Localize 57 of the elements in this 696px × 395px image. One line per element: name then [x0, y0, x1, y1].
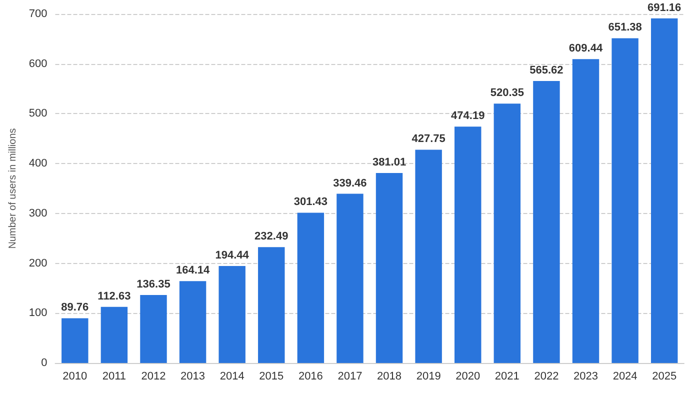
data-label: 381.01: [372, 156, 406, 169]
x-tick-label: 2012: [141, 370, 166, 382]
y-tick-label: 0: [41, 357, 48, 369]
bar: [650, 18, 678, 363]
data-label: 301.43: [294, 196, 328, 208]
bar: [140, 295, 167, 363]
data-label: 520.35: [490, 87, 524, 100]
data-label: 565.62: [530, 64, 564, 76]
bar: [336, 194, 364, 363]
y-tick-label: 200: [28, 257, 48, 270]
bar: [454, 126, 482, 363]
x-tick-label: 2011: [102, 370, 126, 382]
y-tick-label: 700: [28, 8, 48, 20]
x-tick-label: 2019: [416, 370, 441, 382]
x-tick-label: 2016: [298, 370, 323, 382]
data-label: 232.49: [254, 230, 288, 243]
y-axis-title: Number of users in millions: [8, 128, 18, 249]
y-tick-label: 500: [28, 108, 48, 120]
bar: [612, 38, 638, 363]
x-tick-label: 2018: [377, 370, 402, 382]
data-label: 136.35: [136, 278, 170, 291]
data-label: 194.44: [215, 250, 250, 262]
x-tick-label: 2023: [574, 370, 598, 382]
data-label: 691.16: [648, 2, 682, 14]
x-tick-label: 2013: [180, 370, 206, 382]
data-label: 339.46: [333, 177, 367, 190]
x-tick-label: 2022: [534, 370, 559, 382]
data-label: 474.19: [451, 110, 485, 122]
data-label: 112.63: [98, 290, 131, 302]
y-tick-label: 100: [28, 307, 48, 320]
bar: [62, 318, 88, 363]
x-tick-label: 2021: [494, 370, 520, 382]
data-label: 651.38: [608, 22, 642, 34]
x-tick-label: 2020: [456, 370, 480, 382]
x-tick-label: 2010: [62, 370, 88, 382]
x-tick-label: 2025: [652, 370, 677, 382]
x-tick-label: 2014: [220, 370, 244, 382]
bar: [218, 266, 246, 363]
x-tick-label: 2015: [259, 370, 284, 382]
bar: [100, 306, 128, 363]
bar: [297, 212, 324, 363]
x-tick-label: 2017: [338, 370, 362, 382]
x-tick-label: 2024: [612, 370, 638, 382]
bar: [376, 173, 403, 363]
data-label: 164.14: [176, 264, 210, 277]
data-label: 427.75: [412, 133, 446, 146]
y-tick-label: 400: [28, 158, 48, 170]
data-label: 609.44: [568, 42, 604, 55]
bar: [494, 104, 521, 363]
bar: [415, 150, 442, 363]
y-tick-label: 600: [28, 58, 48, 70]
data-label: 89.76: [61, 302, 89, 314]
bar: [258, 247, 285, 363]
bar: [533, 81, 560, 363]
bar: [179, 281, 206, 363]
bar: [572, 59, 600, 363]
y-tick-label: 300: [28, 207, 48, 220]
